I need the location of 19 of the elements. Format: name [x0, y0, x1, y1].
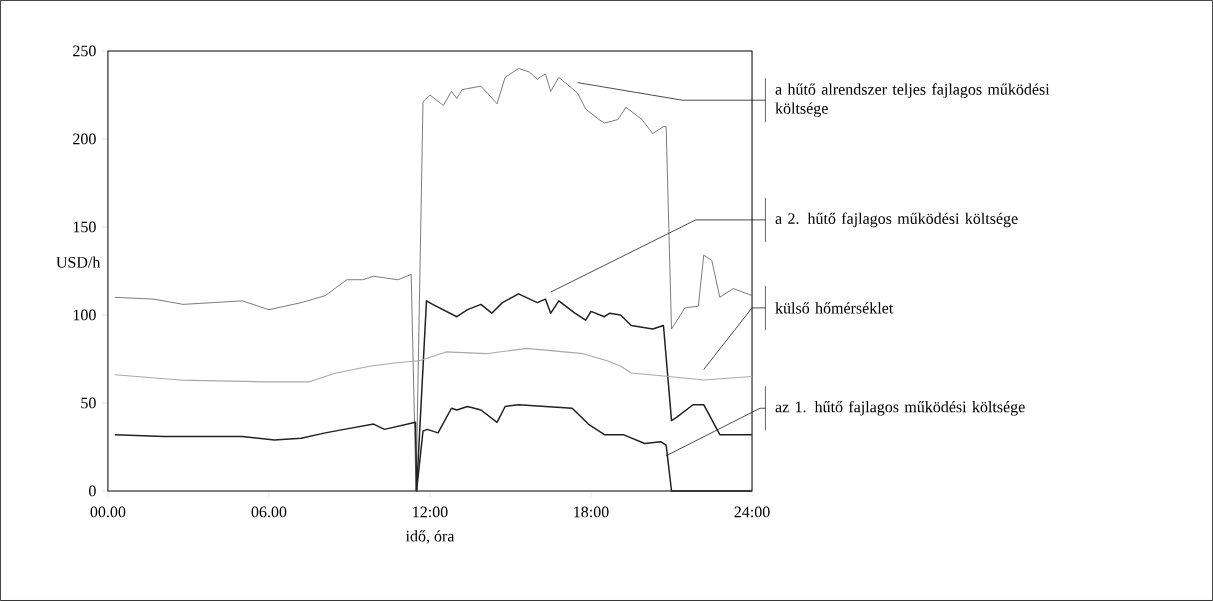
text: a 2. hűtő fajlagos működési költsége [775, 212, 1018, 228]
text: külső hőmérséklet [775, 302, 894, 314]
y-tick-label: 250 [73, 45, 96, 57]
x-tick-label: 18:00 [574, 506, 609, 518]
line-series [114, 347, 753, 383]
line-series [114, 68, 753, 492]
x-axis-title: idő, óra [405, 530, 455, 544]
y-tick-label: 150 [73, 221, 96, 233]
text: az 1. hűtő fajlagos működési költsége [775, 400, 1025, 416]
y-tick-label: 200 [73, 133, 96, 145]
y-tick-label: 0 [89, 485, 96, 497]
y-tick-label: 50 [81, 397, 96, 409]
x-tick-label: 12:00 [413, 506, 448, 518]
x-tick-label: 00.00 [90, 506, 126, 518]
y-axis-title: USD/h [56, 256, 101, 268]
x-tick-label: 24:00 [734, 506, 770, 518]
text: a hűtő alrendszer teljes fajlagos működési költsége [775, 83, 1050, 118]
x-tick-label: 06.00 [251, 506, 287, 518]
y-tick-label: 100 [73, 309, 96, 321]
